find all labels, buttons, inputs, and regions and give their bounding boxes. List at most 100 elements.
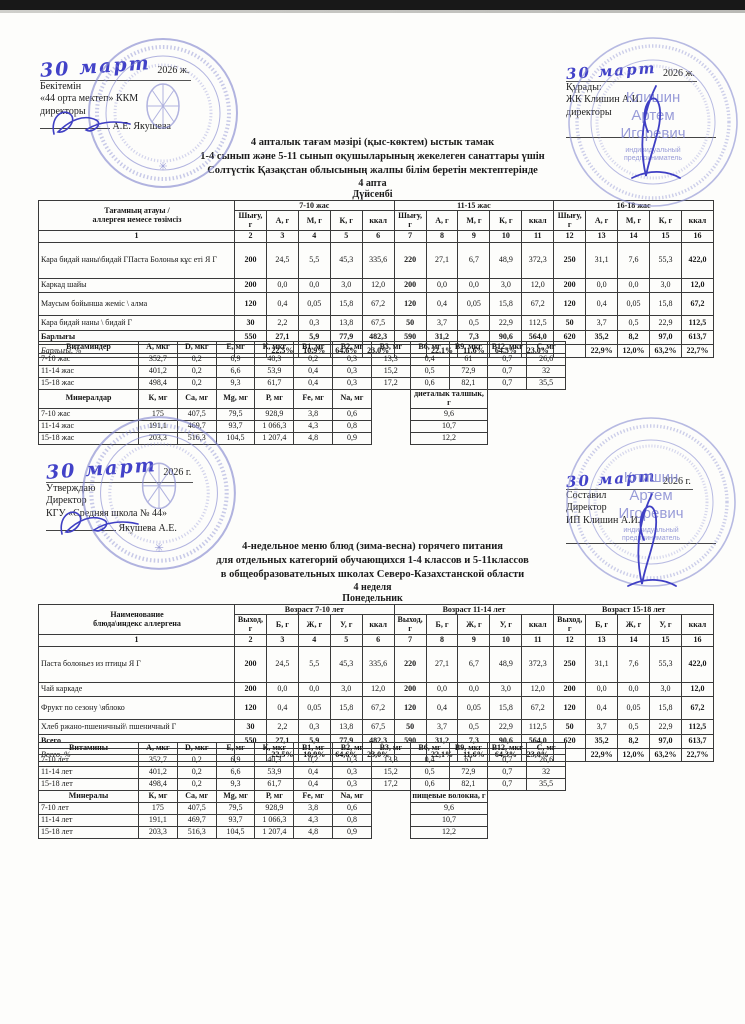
table-cell: 15,8 [648,695,682,720]
table-cell: 5 [329,633,363,647]
table-cell: Фрукт по сезону \яблоко [38,695,235,720]
approval-signer: А.Е. Якушева [112,121,171,133]
menu-table-ru: Наименование блюда\индекс аллергена Возрас… [38,603,715,762]
table-cell: 1 207,4 [254,826,295,839]
table-cell: 0,05 [457,695,491,720]
table-cell: 7-10 лет [38,754,139,767]
table-cell: 53,9 [254,365,295,378]
table-cell: 0,05 [617,291,650,316]
table-cell: 0,7 [487,778,528,791]
table-cell: 120 [234,291,267,316]
table-cell: 61,7 [254,778,295,791]
table-cell: 15 [648,229,682,243]
table-cell: ккал [680,614,715,635]
table-row: 15-18 жас 498,4 0,2 9,3 61,7 0,4 0,3 17,2 0,6 82,… [38,377,566,390]
table-cell: 15-18 жас [38,431,139,445]
table-row: Каркад шайы 200 0,0 0,0 3,0 12,0 200 0,0 0,0 3,0 1… [38,277,715,293]
table-row: Паста болоньез из птицы Я Г 200 24,5 5,5 45,… [38,645,715,683]
table-cell: 0,4 [265,291,299,316]
table-cell: В9, мкг [448,742,489,755]
table-row: Витаминдер А, мкг D, мкг Е, мг К, мкг В1, мг В… [38,341,566,354]
table-cell: 0,2 [293,353,334,366]
table-cell: Б, г [265,614,299,635]
table-cell: 40,3 [254,353,295,366]
approval-date-kk: 30 март 2026 ж. [39,52,192,82]
table-cell: 0,4 [425,291,459,316]
table-cell: 200 [234,277,267,293]
table-cell: 0,4 [425,695,459,720]
table-cell: 0,7 [487,766,528,779]
table-cell: Б, г [585,614,619,635]
table-cell: 8 [425,229,459,243]
scanner-edge [0,0,745,10]
creator-block-kk: 30 март 2026 ж. Құрады: ЖК Клишин А.И. д… [565,59,736,143]
menu-table-kk: Тағамның атауы / аллерген немесе төзімсіз… [38,199,715,358]
table-cell: 0,0 [585,277,619,293]
table-row: Хлеб ржано-пшеничный\ пшеничный Г 30 2,2 0,… [38,718,715,735]
table-cell: 401,2 [138,766,178,779]
table-cell: 12,0 [521,277,555,293]
table-cell: 112,5 [521,718,555,735]
table-cell: Наименование блюда\индекс аллергена [38,604,235,635]
table-cell: 352,7 [138,353,178,366]
table-row: 15-18 лет 203,3 516,3 104,5 1 207,4 4,8 0,9 12,… [38,826,566,839]
table-cell: 14 [617,633,650,647]
table-cell: К, мг [138,389,178,409]
table-cell: 11-14 лет [38,766,139,779]
table-cell: 0,3 [332,778,372,791]
table-cell: 3,0 [329,277,363,293]
title-line: 4 апталык тағам мәзірі (қыс-көктем) ысты… [250,137,495,148]
approval-date-ru: 30 март 2026 г. [45,454,194,484]
table-cell: Шығу, г [553,210,587,231]
table-cell: Тағамның атауы / аллерген немесе төзімсіз [38,200,235,231]
table-row: Чай каркаде 200 0,0 0,0 3,0 12,0 200 0,0 0,0 3,0 1… [38,681,715,697]
table-cell: 15,2 [370,766,411,779]
table-cell: 10,7 [409,814,489,827]
table-cell: 0,6 [409,778,450,791]
table-cell: 7 [393,633,427,647]
table-cell: 31,1 [585,241,619,279]
table-cell: 67,2 [680,291,715,316]
table-cell: М, г [457,210,491,231]
table-row: 15-18 жас 203,3 516,3 104,5 1 207,4 4,8 0,9 12,… [38,431,566,445]
table-row: 11-14 лет 401,2 0,2 6,6 53,9 0,4 0,3 15,2 0,5 72,… [38,766,566,779]
table-cell: 50 [553,314,587,331]
table-cell: 0,3 [297,718,331,735]
table-cell: 17,2 [370,377,411,390]
table-cell: 3,0 [489,681,523,697]
table-cell: 200 [553,277,587,293]
table-cell: 22,9% [585,747,619,762]
table-cell: В1, мг [293,341,334,354]
table-cell: 4,8 [293,431,334,445]
table-cell: 0,05 [617,695,650,720]
table-cell: 15,8 [648,291,682,316]
table-cell: 0,2 [176,377,217,390]
table-row: 7-10 лет 352,7 0,2 6,9 40,3 0,2 0,3 13,3 0,4 61 0,… [38,754,566,767]
table-cell: 10,7 [409,419,489,433]
table-cell: 3,7 [585,314,619,331]
table-cell [371,390,410,409]
table-cell: 0,9 [332,431,372,445]
table-cell: 8 [425,633,459,647]
table-cell: 0,3 [332,766,372,779]
table-cell: 15-18 жас [38,377,139,390]
table-cell: 5,5 [297,645,331,683]
table-cell: 0,0 [425,681,459,697]
table-cell: 422,0 [680,241,715,279]
table-cell: 3 [265,229,299,243]
table-cell: ккал [361,210,395,231]
table-cell: В2, мг [332,341,372,354]
table-cell: 15,2 [370,365,411,378]
table-cell: У, г [648,614,682,635]
table-cell: 0,0 [585,681,619,697]
table-cell: 72,9 [448,365,489,378]
table-cell: К, мкг [254,341,295,354]
table-cell: 104,5 [215,431,256,445]
table-cell: 250 [553,241,587,279]
table-cell: 407,5 [176,802,217,815]
table-cell: 203,3 [138,826,178,839]
table-cell: 516,3 [176,826,217,839]
table-cell: 16 [680,633,715,647]
table-cell: ккал [521,614,555,635]
